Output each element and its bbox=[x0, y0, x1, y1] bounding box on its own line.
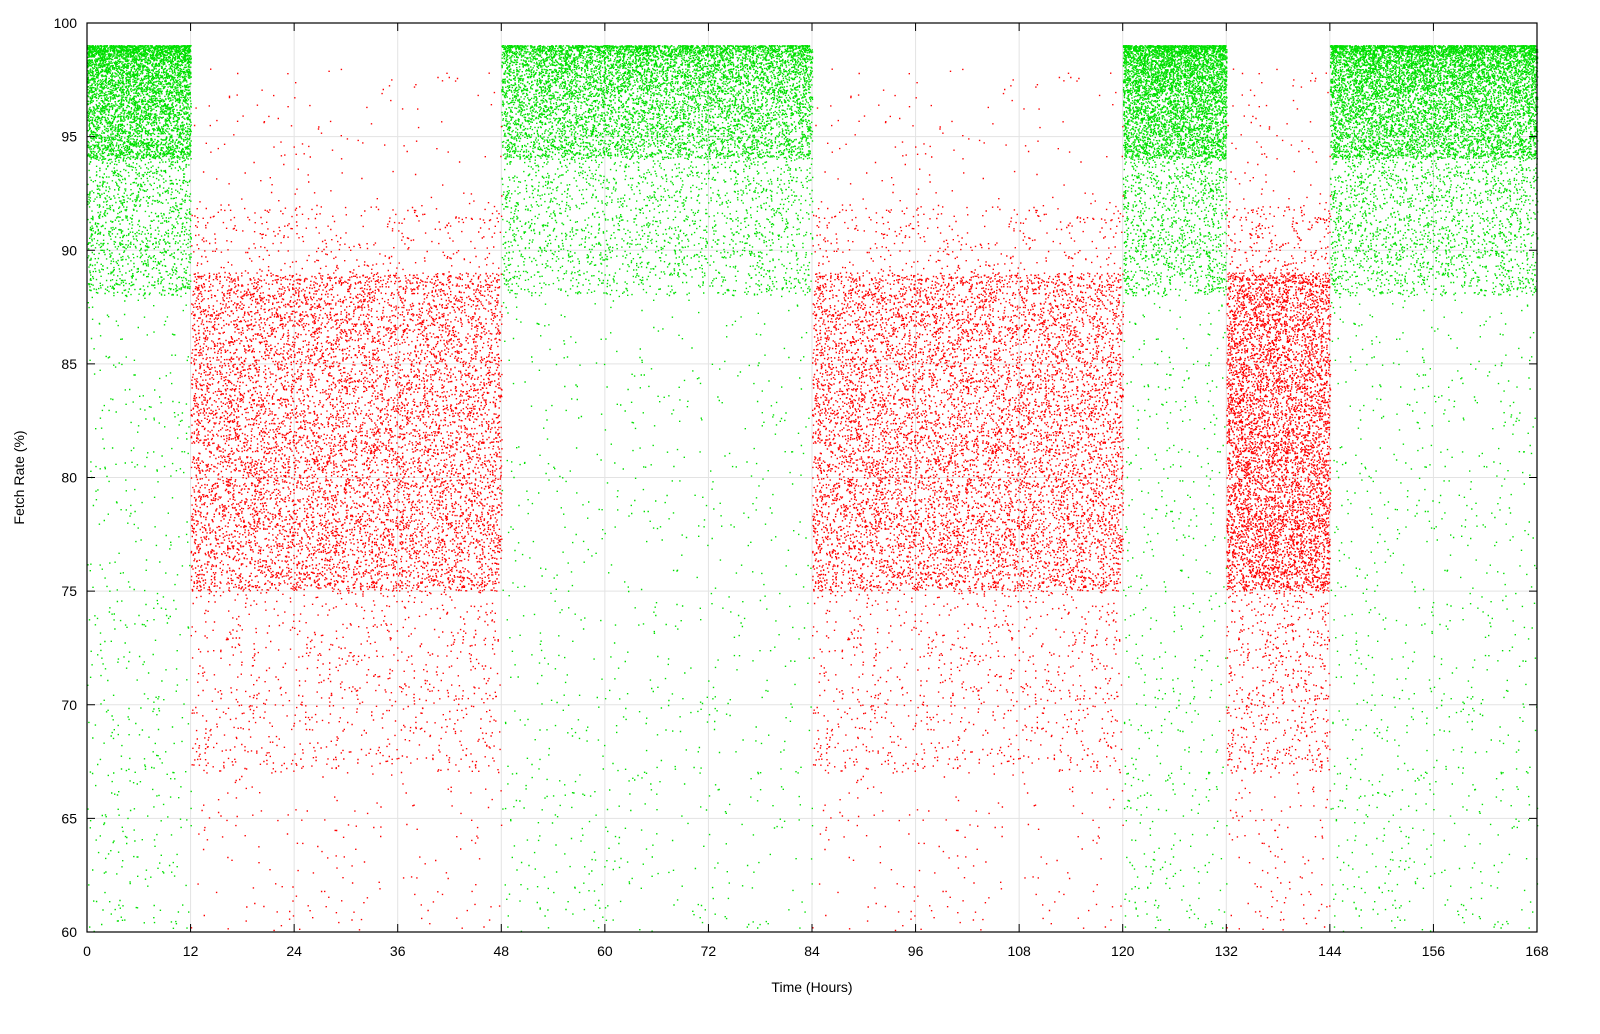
x-tick-label: 36 bbox=[390, 943, 406, 959]
x-tick-label: 120 bbox=[1111, 943, 1135, 959]
grid bbox=[87, 23, 1537, 932]
series-0-points bbox=[87, 45, 1539, 933]
x-tick-label: 96 bbox=[908, 943, 924, 959]
x-tick-label: 12 bbox=[183, 943, 199, 959]
data-points bbox=[87, 45, 1539, 933]
y-tick-label: 60 bbox=[61, 924, 77, 940]
y-tick-label: 100 bbox=[54, 15, 78, 31]
x-axis-label: Time (Hours) bbox=[771, 979, 852, 995]
x-tick-label: 24 bbox=[286, 943, 302, 959]
series-1-points bbox=[190, 68, 1332, 932]
axes: 0 12 24 36 48 60 72 84 96 108 120 132 144 156 168 60 65 7… bbox=[54, 15, 1549, 959]
x-tick-label: 132 bbox=[1215, 943, 1239, 959]
y-tick-label: 75 bbox=[61, 583, 77, 599]
y-tick-label: 90 bbox=[61, 242, 77, 258]
y-tick-label: 85 bbox=[61, 356, 77, 372]
y-tick-label: 70 bbox=[61, 697, 77, 713]
y-tick-label: 95 bbox=[61, 129, 77, 145]
x-tick-label: 72 bbox=[701, 943, 717, 959]
x-tick-label: 0 bbox=[83, 943, 91, 959]
y-tick-label: 65 bbox=[61, 810, 77, 826]
x-tick-label: 168 bbox=[1525, 943, 1549, 959]
x-tick-label: 156 bbox=[1422, 943, 1446, 959]
x-tick-label: 84 bbox=[804, 943, 820, 959]
x-tick-label: 48 bbox=[493, 943, 509, 959]
x-tick-label: 60 bbox=[597, 943, 613, 959]
x-tick-label: 144 bbox=[1318, 943, 1342, 959]
x-tick-label: 108 bbox=[1007, 943, 1031, 959]
y-axis-label: Fetch Rate (%) bbox=[11, 430, 27, 524]
y-tick-label: 80 bbox=[61, 470, 77, 486]
